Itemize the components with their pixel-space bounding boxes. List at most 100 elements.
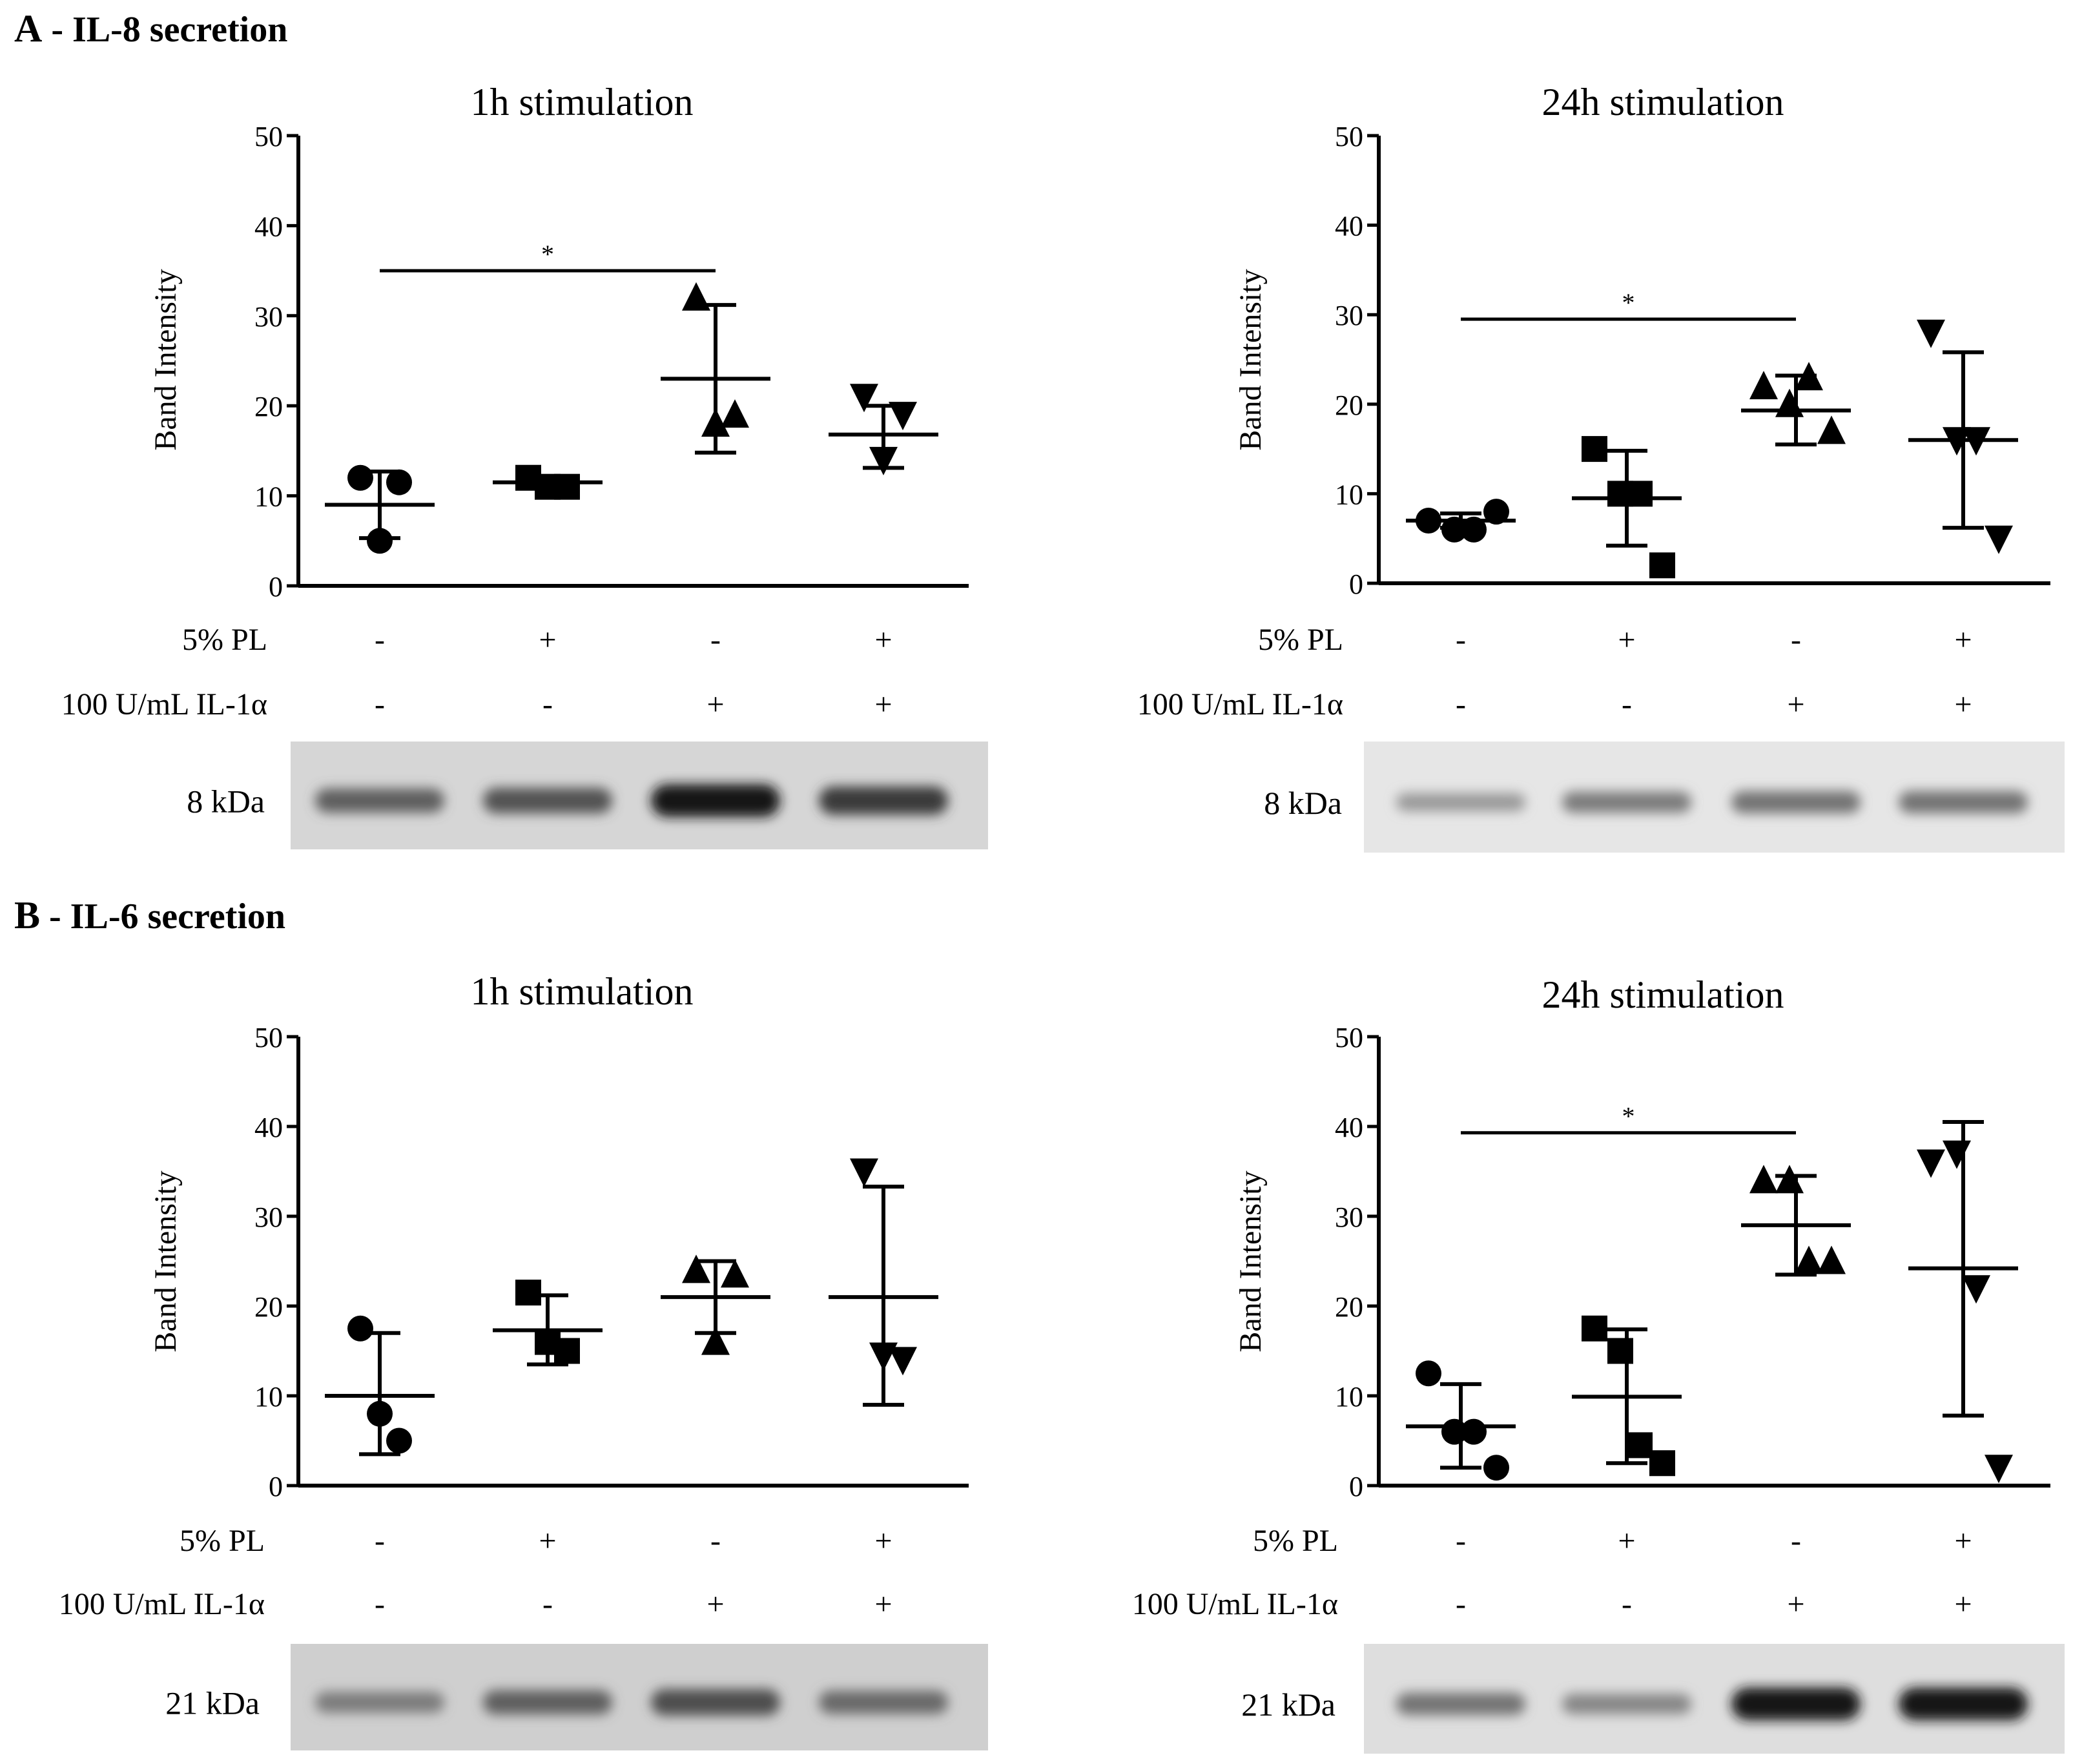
blot-band	[1899, 1687, 2028, 1721]
y-tick-label: 10	[254, 1381, 283, 1413]
data-point-square	[515, 1280, 541, 1306]
y-tick-label: 40	[254, 211, 283, 242]
data-point-circle	[1461, 1418, 1487, 1445]
y-tick-label: 30	[1335, 300, 1363, 331]
condition-label-pl: 5% PL	[182, 623, 267, 657]
blot-band	[483, 787, 612, 814]
chart-title: 24h stimulation	[1542, 973, 1784, 1016]
blot-band	[819, 786, 948, 815]
blot-band	[483, 1690, 612, 1715]
section-b-letter: B	[14, 894, 40, 937]
data-point-triangle-down	[889, 1347, 917, 1376]
condition-sign-pl: +	[1618, 623, 1635, 657]
data-point-triangle-up	[1817, 415, 1846, 444]
chart-title: 1h stimulation	[471, 81, 694, 123]
data-point-triangle-down	[850, 384, 878, 413]
significance-star: *	[1622, 288, 1635, 317]
chart-title: 24h stimulation	[1542, 81, 1784, 123]
data-point-circle	[1441, 1418, 1467, 1445]
y-tick-label: 0	[1349, 568, 1363, 600]
blot-band	[1562, 791, 1691, 813]
y-tick-label: 20	[1335, 1291, 1363, 1323]
condition-sign-pl: -	[1456, 1524, 1466, 1558]
blot-band	[1396, 1692, 1525, 1716]
y-tick-label: 50	[254, 121, 283, 152]
blot-band	[1731, 1687, 1861, 1721]
condition-sign-pl: -	[1791, 1524, 1801, 1558]
data-point-triangle-down	[1962, 427, 1990, 456]
blot-size-label: 21 kDa	[1241, 1686, 1336, 1723]
condition-label-il: 100 U/mL IL-1α	[61, 687, 267, 721]
y-axis-label: Band Intensity	[149, 269, 183, 450]
data-point-triangle-up	[1775, 1165, 1804, 1194]
data-point-triangle-up	[1749, 371, 1778, 400]
y-tick-label: 50	[1335, 121, 1363, 152]
condition-label-pl: 5% PL	[1258, 623, 1343, 657]
condition-sign-pl: +	[539, 623, 556, 657]
condition-sign-il: +	[1954, 687, 1972, 721]
condition-sign-il: +	[1787, 687, 1804, 721]
data-point-triangle-down	[1943, 427, 1971, 456]
data-point-circle	[386, 469, 412, 495]
condition-sign-il: -	[1456, 687, 1466, 721]
data-point-square	[535, 1329, 561, 1355]
significance-star: *	[541, 240, 554, 269]
section-a-letter: A	[14, 7, 42, 50]
y-tick-label: 50	[1335, 1022, 1363, 1053]
data-point-triangle-down	[1917, 1149, 1945, 1178]
y-tick-label: 0	[1349, 1471, 1363, 1502]
condition-sign-pl: +	[1618, 1524, 1635, 1558]
y-tick-label: 40	[1335, 1112, 1363, 1143]
section-a-heading: A - IL-8 secretion	[14, 7, 287, 50]
chart-title: 1h stimulation	[471, 970, 694, 1013]
data-point-triangle-up	[701, 408, 730, 437]
data-point-triangle-up	[1795, 362, 1823, 391]
data-point-triangle-up	[721, 399, 749, 428]
panel-b-1h: 1h stimulation Band Intensity 0 10 20 30 40 50 5…	[59, 970, 988, 1750]
data-point-square	[1582, 1315, 1607, 1342]
condition-label-il: 100 U/mL IL-1α	[59, 1587, 265, 1621]
y-tick-label: 0	[269, 1471, 283, 1502]
y-tick-label: 30	[254, 1201, 283, 1233]
y-tick-label: 10	[1335, 1381, 1363, 1413]
significance-star: *	[1622, 1102, 1635, 1131]
y-tick-label: 40	[1335, 211, 1363, 242]
blot-band	[315, 1692, 444, 1713]
panel-a-24h: 24h stimulation Band Intensity 0 10 20 30 40 50…	[1137, 81, 2065, 853]
data-point-circle	[347, 464, 373, 491]
condition-sign-il: -	[375, 1587, 385, 1621]
condition-sign-il: +	[706, 687, 724, 721]
y-tick-label: 50	[254, 1022, 283, 1053]
y-tick-label: 40	[254, 1112, 283, 1143]
panel-a-1h: 1h stimulation Band Intensity 0 10 20 30 40 50 *…	[61, 81, 988, 849]
condition-label-il: 100 U/mL IL-1α	[1132, 1587, 1338, 1621]
blot-size-label: 8 kDa	[187, 783, 265, 820]
condition-sign-pl: +	[1954, 623, 1972, 657]
y-tick-label: 30	[254, 301, 283, 333]
blot-band	[651, 1689, 780, 1716]
blot-size-label: 8 kDa	[1264, 785, 1342, 821]
condition-sign-il: -	[375, 687, 385, 721]
data-point-triangle-down	[1917, 319, 1945, 348]
condition-sign-pl: -	[1456, 623, 1466, 657]
data-point-square	[1649, 1450, 1675, 1477]
y-axis-label: Band Intensity	[1233, 269, 1268, 450]
y-axis-label: Band Intensity	[149, 1170, 183, 1352]
blot-band	[1731, 791, 1861, 814]
data-point-circle	[1416, 507, 1441, 534]
y-tick-label: 10	[1335, 479, 1363, 510]
data-point-square	[535, 473, 561, 500]
condition-sign-il: -	[1622, 687, 1632, 721]
data-point-square	[1627, 1432, 1653, 1458]
data-point-circle	[386, 1427, 412, 1454]
data-point-circle	[367, 1400, 393, 1427]
blot-band	[819, 1690, 948, 1714]
condition-sign-pl: -	[375, 623, 385, 657]
condition-sign-il: +	[874, 1587, 892, 1621]
y-tick-label: 10	[254, 481, 283, 513]
data-point-triangle-down	[850, 1158, 878, 1187]
y-tick-label: 0	[269, 571, 283, 603]
y-tick-label: 30	[1335, 1201, 1363, 1233]
condition-sign-pl: +	[874, 623, 892, 657]
